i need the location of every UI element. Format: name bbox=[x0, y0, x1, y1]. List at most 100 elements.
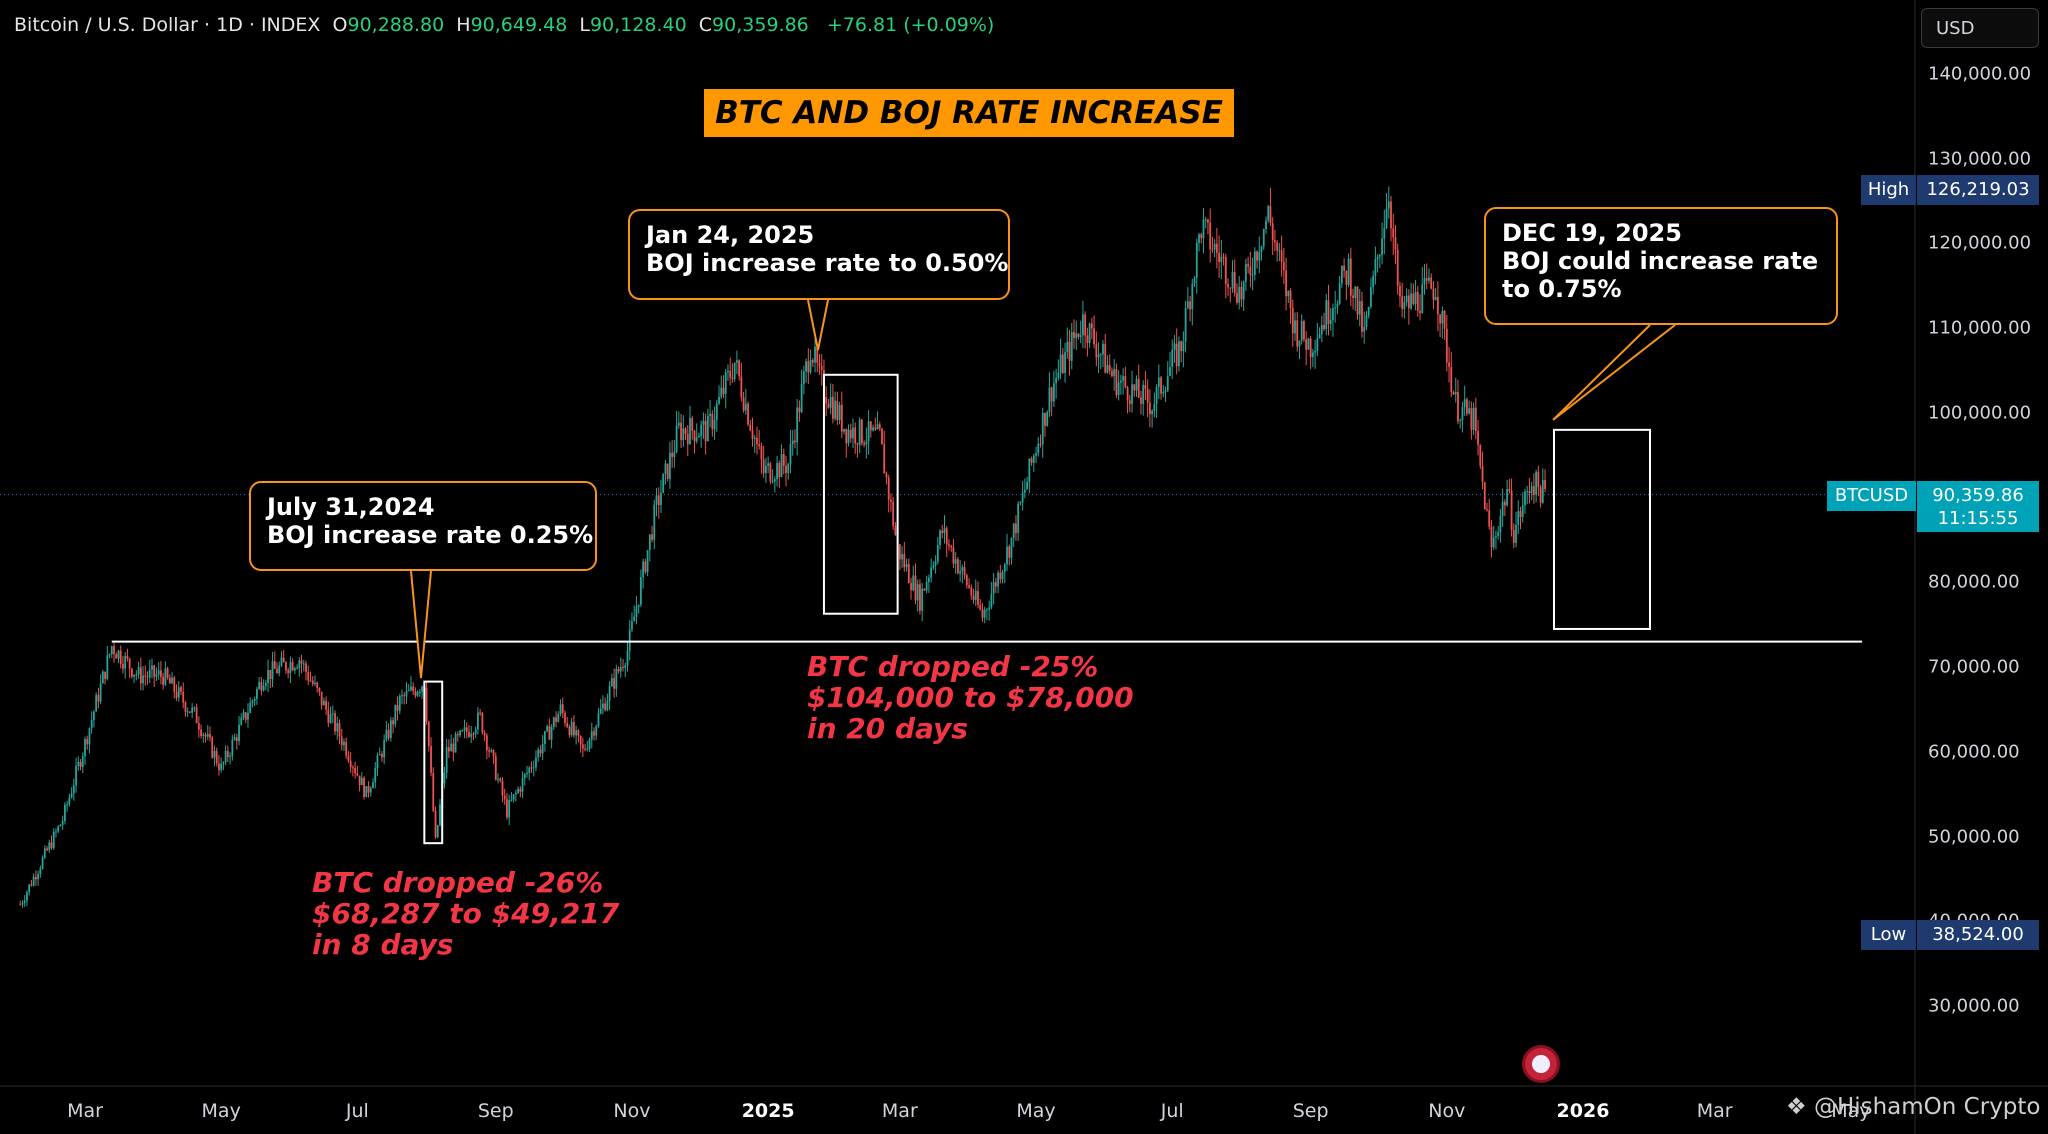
candle-body bbox=[416, 692, 419, 696]
candle-body bbox=[463, 727, 466, 731]
candle-body bbox=[1276, 242, 1279, 251]
candle-body bbox=[526, 772, 528, 775]
candle-body bbox=[329, 714, 332, 723]
candle-body bbox=[474, 729, 477, 735]
candle-body bbox=[677, 422, 680, 426]
candle-body bbox=[796, 407, 799, 443]
candle-body bbox=[503, 795, 506, 800]
candle-body bbox=[988, 607, 991, 610]
candle-body bbox=[302, 663, 305, 665]
candle-body bbox=[916, 584, 919, 601]
candle-body bbox=[224, 750, 227, 763]
candle-body bbox=[1512, 530, 1515, 543]
candle-body bbox=[376, 755, 379, 769]
candle-body bbox=[1249, 266, 1252, 275]
candle-body bbox=[1472, 407, 1475, 430]
symbol-name[interactable]: Bitcoin / U.S. Dollar · 1D · INDEX bbox=[14, 14, 321, 36]
candle-body bbox=[345, 741, 348, 756]
candle-body bbox=[1064, 352, 1066, 373]
candle-body bbox=[1037, 443, 1040, 454]
candle-body bbox=[427, 721, 430, 747]
candle-body bbox=[590, 731, 593, 740]
candle-body bbox=[392, 720, 394, 725]
candle-body bbox=[459, 730, 461, 736]
candle-body bbox=[166, 668, 169, 678]
candle-body bbox=[39, 868, 42, 874]
candle-body bbox=[115, 654, 118, 659]
candle-body bbox=[443, 772, 446, 784]
candle-body bbox=[1010, 537, 1013, 558]
candle-body bbox=[385, 729, 388, 740]
candle-body bbox=[75, 765, 77, 786]
candle-body bbox=[1372, 275, 1375, 288]
candle-body bbox=[1222, 256, 1225, 258]
candle-body bbox=[1023, 489, 1026, 493]
candle-body bbox=[374, 768, 377, 783]
candle-body bbox=[1044, 412, 1046, 426]
candle-body bbox=[1486, 509, 1488, 511]
candle-body bbox=[595, 726, 598, 736]
candle-body bbox=[720, 387, 723, 397]
candle-body bbox=[213, 750, 216, 758]
candle-body bbox=[1102, 343, 1104, 355]
candle-body bbox=[785, 465, 787, 474]
currency-button[interactable]: USD bbox=[1921, 8, 2039, 48]
candle-body bbox=[1423, 278, 1426, 285]
candle-body bbox=[957, 559, 959, 574]
candle-body bbox=[528, 767, 531, 773]
candle-body bbox=[291, 662, 294, 671]
candle-body bbox=[945, 528, 948, 545]
candle-body bbox=[695, 437, 698, 442]
candle-body bbox=[1200, 234, 1203, 239]
candle-body bbox=[711, 413, 714, 430]
candle-body bbox=[557, 713, 560, 722]
candle-body bbox=[70, 793, 73, 798]
candle-body bbox=[52, 831, 55, 849]
candle-body bbox=[898, 544, 901, 560]
candle-body bbox=[298, 660, 301, 668]
candle-body bbox=[744, 403, 747, 411]
candle-body bbox=[1376, 256, 1379, 260]
candle-body bbox=[1133, 384, 1136, 391]
candle-body bbox=[1207, 219, 1209, 223]
candle-body bbox=[1233, 272, 1236, 294]
candle-body bbox=[579, 735, 582, 745]
candle-body bbox=[222, 762, 225, 764]
candle-body bbox=[1256, 251, 1258, 261]
candle-body bbox=[727, 370, 729, 373]
candle-body bbox=[718, 396, 720, 404]
candle-body bbox=[1363, 326, 1366, 332]
candle-body bbox=[142, 675, 144, 684]
candle-body bbox=[1367, 306, 1370, 316]
candle-body bbox=[1298, 340, 1301, 347]
candle-body bbox=[1517, 511, 1520, 525]
candle-body bbox=[1224, 257, 1227, 284]
candle-body bbox=[1104, 343, 1107, 373]
candle-body bbox=[778, 463, 781, 478]
candle-body bbox=[970, 587, 973, 596]
candle-body bbox=[340, 736, 343, 746]
candle-body bbox=[269, 669, 272, 680]
candle-body bbox=[1267, 206, 1270, 221]
candle-body bbox=[1338, 283, 1341, 304]
candle-body bbox=[965, 575, 968, 586]
candle-body bbox=[1421, 284, 1424, 314]
candle-body bbox=[325, 700, 328, 710]
candle-body bbox=[1131, 384, 1133, 404]
candle-body bbox=[1086, 335, 1089, 343]
candle-body bbox=[894, 525, 897, 535]
candle-body bbox=[1173, 343, 1176, 351]
candle-body bbox=[1204, 219, 1207, 221]
candle-body bbox=[1390, 201, 1392, 229]
candle-body bbox=[575, 730, 578, 736]
callout-july-2024: July 31,2024 BOJ increase rate 0.25% bbox=[249, 481, 597, 571]
candle-body bbox=[367, 786, 370, 793]
us-flag-icon[interactable] bbox=[1522, 1045, 1560, 1083]
candle-body bbox=[497, 778, 499, 780]
candle-body bbox=[852, 427, 854, 439]
candle-body bbox=[865, 441, 868, 445]
candle-body bbox=[807, 361, 810, 373]
candle-body bbox=[626, 650, 629, 666]
candle-body bbox=[950, 545, 953, 548]
